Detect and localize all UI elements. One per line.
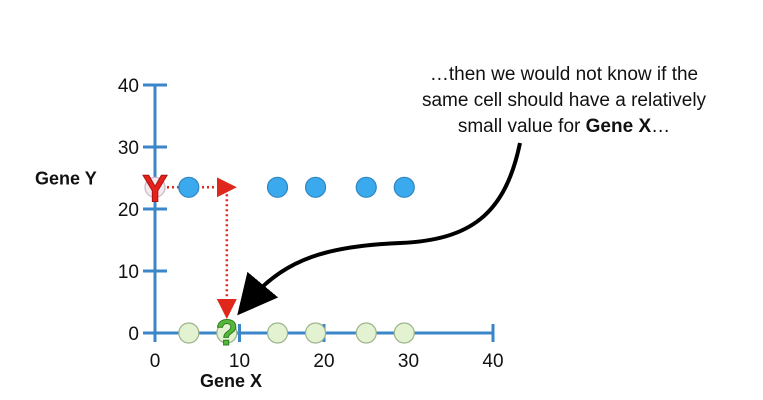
- annotation-line-2: same cell should have a relatively: [421, 90, 707, 111]
- gene-y-point-4: [355, 176, 377, 198]
- gene-x-point-0: [178, 322, 200, 344]
- y-axis-title: Gene Y: [35, 168, 97, 188]
- y-tick-label-0: 0: [128, 324, 139, 345]
- annotation-line-3: small value for Gene X…: [384, 114, 744, 140]
- y-tick-label-10: 10: [118, 262, 139, 283]
- question-marker: ?: [216, 312, 238, 353]
- gene-x-point-3: [304, 322, 327, 344]
- x-tick-label-20: 20: [313, 351, 334, 372]
- annotation-gene-x: Gene X: [585, 116, 652, 137]
- gene-y-point-5: [393, 176, 415, 198]
- x-axis-title: Gene X: [200, 371, 262, 391]
- gene-y-point-1: [178, 176, 200, 198]
- y-marker: Y: [142, 168, 167, 210]
- annotation-line-3-suffix: …: [651, 116, 671, 137]
- annotation-arrow: [237, 142, 522, 316]
- x-tick-label-10: 10: [229, 351, 250, 372]
- annotation-text: …then we would not know if the same cell…: [384, 62, 744, 140]
- y-tick-label-20: 20: [118, 200, 139, 221]
- gene-x-point-5: [393, 322, 415, 344]
- annotation-line-1: …then we would not know if the: [429, 64, 699, 85]
- x-tick-label-0: 0: [150, 351, 161, 372]
- x-tick-label-30: 30: [398, 351, 419, 372]
- y-tick-label-30: 30: [118, 138, 139, 159]
- gene-x-point-2: [266, 322, 289, 344]
- y-tick-label-40: 40: [118, 76, 139, 97]
- gene-y-point-0: [144, 176, 166, 198]
- x-tick-label-40: 40: [482, 351, 503, 372]
- gene-x-point-1: [216, 322, 238, 344]
- gene-x-point-4: [355, 322, 377, 344]
- annotation-line-3-prefix: small value for: [457, 116, 586, 137]
- gene-y-point-2: [266, 176, 289, 198]
- gene-y-point-3: [304, 176, 327, 198]
